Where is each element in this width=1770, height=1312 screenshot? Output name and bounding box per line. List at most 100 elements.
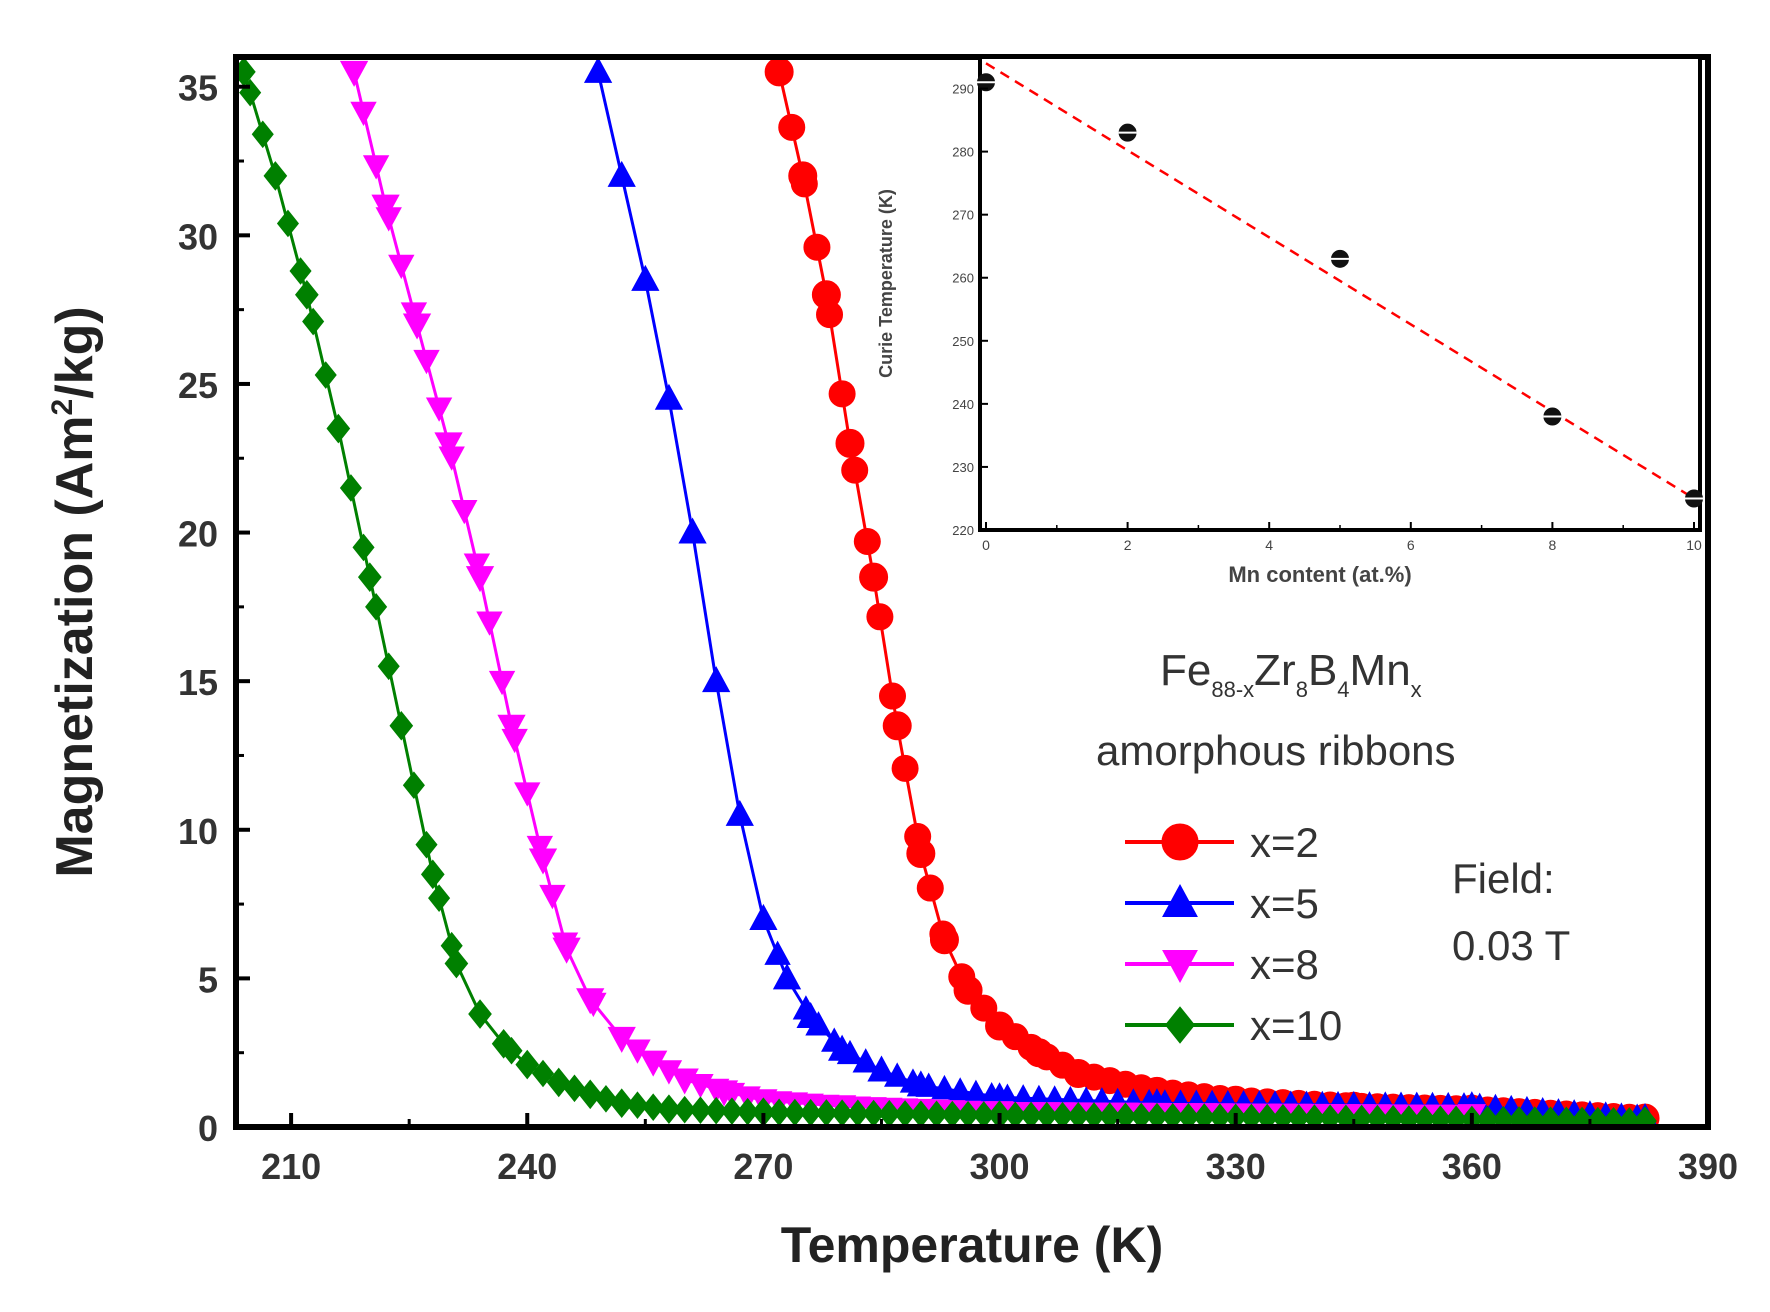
data-point (811, 280, 841, 310)
data-point (1004, 1101, 1027, 1127)
y-axis-title-part: Magnetization (Am (46, 415, 104, 877)
data-point (1523, 1106, 1546, 1127)
data-point (352, 533, 375, 562)
data-point (1114, 1102, 1137, 1127)
data-point (835, 428, 865, 458)
formula-b: B (1308, 646, 1337, 695)
field-value: 0.03 T (1452, 922, 1570, 969)
inset-y-axis-title: Curie Temperature (K) (876, 189, 896, 378)
data-point (1445, 1105, 1468, 1127)
data-point (985, 1011, 1015, 1041)
data-point (1413, 1105, 1436, 1127)
data-point (1082, 1102, 1106, 1127)
data-point (1334, 1104, 1357, 1127)
inset-x-tick-label: 4 (1265, 537, 1273, 553)
inset-x-tick-label: 6 (1407, 537, 1415, 553)
data-point (528, 848, 558, 875)
data-point (1350, 1104, 1373, 1127)
data-point (1555, 1106, 1578, 1127)
inset-y-tick-label: 270 (952, 208, 974, 223)
data-point (546, 1067, 571, 1098)
data-point (1382, 1104, 1405, 1127)
material-label: amorphous ribbons (1096, 727, 1456, 774)
data-point (314, 361, 337, 389)
data-point (764, 940, 791, 965)
plot-frame (233, 54, 1711, 1130)
data-point (639, 1050, 668, 1077)
inset-y-tick-label: 230 (952, 460, 974, 475)
data-point (607, 1026, 636, 1053)
data-point (827, 1034, 857, 1061)
data-point (867, 1055, 896, 1082)
data-point (796, 1001, 825, 1029)
data-point (1319, 1104, 1342, 1127)
data-point (1177, 1103, 1200, 1127)
y-tick-label: 35 (178, 68, 218, 109)
y-tick-label: 10 (178, 811, 218, 852)
data-point (276, 209, 299, 238)
data-point (1476, 1105, 1499, 1127)
inset-x-tick-label: 8 (1549, 537, 1557, 553)
data-point (828, 380, 856, 408)
data-point (764, 57, 794, 87)
data-point (702, 666, 731, 693)
data-point (413, 349, 440, 375)
data-point (916, 874, 944, 902)
data-point (402, 313, 432, 340)
data-point (1633, 1106, 1657, 1127)
data-point (909, 1100, 932, 1127)
data-point (514, 782, 541, 807)
data-point (931, 1074, 958, 1100)
data-point (371, 194, 400, 221)
data-point (678, 517, 707, 544)
data-point (1098, 1102, 1121, 1127)
x-axis-title: Temperature (K) (781, 1217, 1163, 1273)
data-point (444, 948, 469, 979)
y-axis-title-sup: 2 (46, 399, 79, 416)
y-tick-label: 20 (178, 514, 218, 555)
data-point (941, 1100, 964, 1127)
data-point (866, 603, 894, 631)
data-point (1035, 1101, 1058, 1127)
data-point (1303, 1104, 1326, 1127)
x-tick-label: 300 (970, 1146, 1030, 1187)
data-point (339, 474, 362, 502)
legend-label: x=5 (1250, 880, 1319, 927)
data-point (578, 1079, 603, 1110)
data-point (1602, 1106, 1625, 1127)
data-point (642, 1093, 665, 1121)
legend-item-x-10: x=10 (1125, 1002, 1342, 1049)
data-point (929, 925, 959, 955)
data-point (1161, 1102, 1184, 1127)
legend-label: x=2 (1250, 819, 1319, 866)
inset-x-axis-title: Mn content (at.%) (1228, 562, 1411, 587)
inset-x-tick-label: 2 (1124, 537, 1132, 553)
y-tick-label: 30 (178, 216, 218, 257)
legend-marker (1161, 823, 1199, 861)
data-point (853, 527, 881, 555)
data-point (420, 859, 445, 890)
x-tick-label: 210 (261, 1146, 321, 1187)
data-point (357, 562, 382, 592)
y-tick-label: 0 (198, 1108, 218, 1149)
legend-item-x-5: x=5 (1125, 880, 1319, 927)
data-point (882, 711, 912, 741)
data-point (434, 432, 463, 459)
data-point (1287, 1104, 1310, 1127)
y-tick-label: 15 (178, 662, 218, 703)
data-point (576, 988, 605, 1015)
data-point (1571, 1106, 1594, 1127)
inset-fit-line (985, 62, 1695, 500)
data-point (362, 155, 390, 180)
formula-zr-sub: 8 (1296, 677, 1308, 702)
data-point (859, 562, 889, 592)
inset-y-tick-label: 280 (952, 145, 974, 160)
legend-item-x-2: x=2 (1125, 819, 1319, 866)
data-point (1366, 1104, 1389, 1127)
y-axis-title-part: /kg) (46, 306, 104, 398)
x-tick-label: 390 (1678, 1146, 1738, 1187)
data-point (972, 1101, 995, 1127)
inset-y-tick-label: 240 (952, 397, 974, 412)
